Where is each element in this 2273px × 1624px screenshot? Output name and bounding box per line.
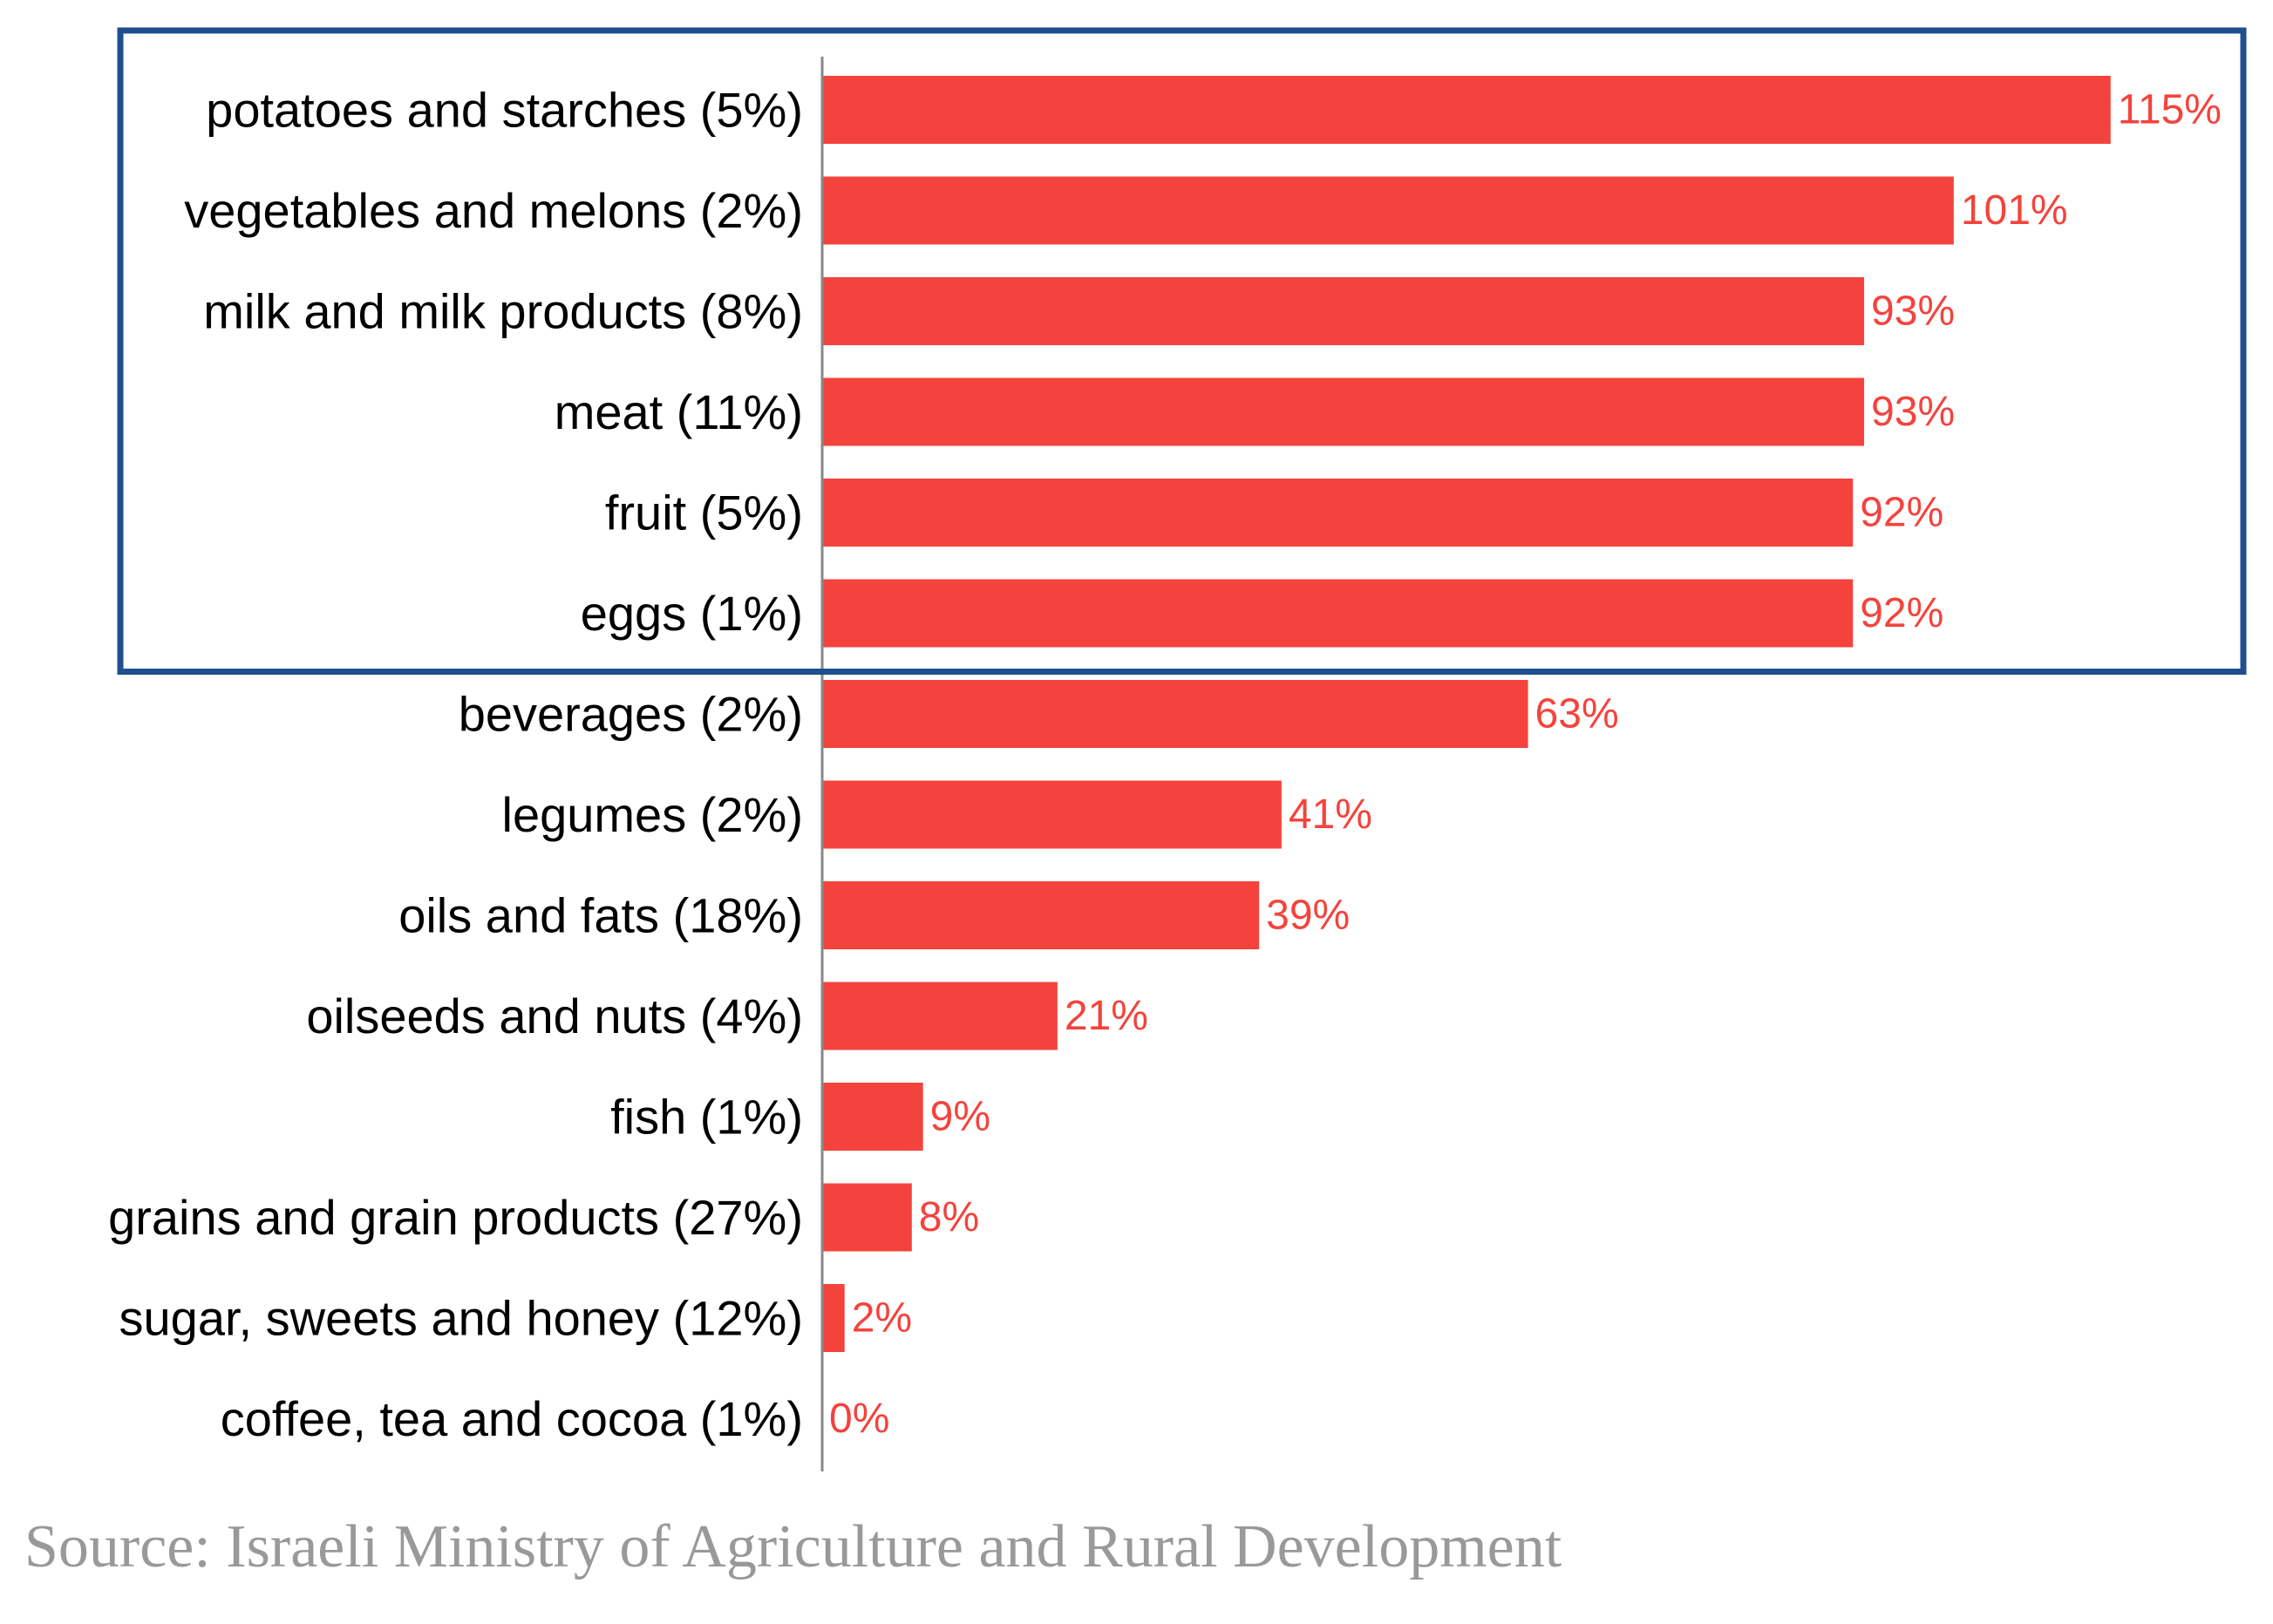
value-label-legumes: 41% <box>1289 792 1372 838</box>
bar-fish <box>822 1083 923 1151</box>
value-labels-group: 115% 101% 93% 93% 92% 92% 63% 41% 39% 21% 9% 8% 2% 0% <box>829 87 2222 1443</box>
value-label-grains-and-grain-products: 8% <box>919 1194 979 1240</box>
value-label-sugar-sweets-and-honey: 2% <box>852 1295 912 1342</box>
bar-potatoes-and-starches <box>822 76 2111 144</box>
bar-sugar-sweets-and-honey <box>822 1284 845 1352</box>
category-label-oils-and-fats: oils and fats (18%) <box>398 888 803 943</box>
bar-vegetables-and-melons <box>822 176 1954 245</box>
value-label-fish: 9% <box>930 1094 990 1140</box>
category-label-potatoes-and-starches: potatoes and starches (5%) <box>206 83 803 138</box>
value-label-coffee-tea-and-cocoa: 0% <box>829 1396 889 1442</box>
category-label-fish: fish (1%) <box>610 1090 803 1145</box>
category-label-beverages: beverages (2%) <box>459 687 803 742</box>
category-label-oilseeds-and-nuts: oilseeds and nuts (4%) <box>306 989 803 1043</box>
value-label-vegetables-and-melons: 101% <box>1961 187 2068 234</box>
bar-milk-and-milk-products <box>822 277 1865 345</box>
category-label-milk-and-milk-products: milk and milk products (8%) <box>203 284 803 339</box>
value-label-potatoes-and-starches: 115% <box>2118 87 2222 133</box>
category-label-vegetables-and-melons: vegetables and melons (2%) <box>184 183 803 238</box>
category-label-fruit: fruit (5%) <box>605 486 803 540</box>
value-label-fruit: 92% <box>1860 490 1943 536</box>
bar-grains-and-grain-products <box>822 1183 912 1252</box>
bars-group <box>822 76 2111 1352</box>
bar-oils-and-fats <box>822 881 1260 949</box>
value-label-milk-and-milk-products: 93% <box>1871 289 1955 335</box>
value-label-beverages: 63% <box>1535 691 1619 737</box>
bar-oilseeds-and-nuts <box>822 982 1058 1050</box>
bar-meat <box>822 377 1865 446</box>
category-label-coffee-tea-and-cocoa: coffee, tea and cocoa (1%) <box>221 1391 803 1446</box>
category-labels-group: potatoes and starches (5%) vegetables and… <box>108 83 803 1447</box>
value-label-oilseeds-and-nuts: 21% <box>1065 993 1148 1039</box>
source-note: Source: Israeli Ministry of Agriculture … <box>24 1513 1562 1580</box>
value-label-meat: 93% <box>1871 389 1955 435</box>
category-label-legumes: legumes (2%) <box>502 787 803 842</box>
category-label-sugar-sweets-and-honey: sugar, sweets and honey (12%) <box>119 1291 803 1346</box>
highlight-box <box>117 27 2247 675</box>
bar-legumes <box>822 780 1282 849</box>
bar-fruit <box>822 479 1854 547</box>
category-label-meat: meat (11%) <box>555 384 803 439</box>
category-label-grains-and-grain-products: grains and grain products (27%) <box>108 1190 803 1245</box>
value-label-oils-and-fats: 39% <box>1266 893 1350 939</box>
bar-eggs <box>822 579 1854 648</box>
bar-beverages <box>822 680 1528 748</box>
value-label-eggs: 92% <box>1860 590 1943 636</box>
category-label-eggs: eggs (1%) <box>581 586 803 641</box>
